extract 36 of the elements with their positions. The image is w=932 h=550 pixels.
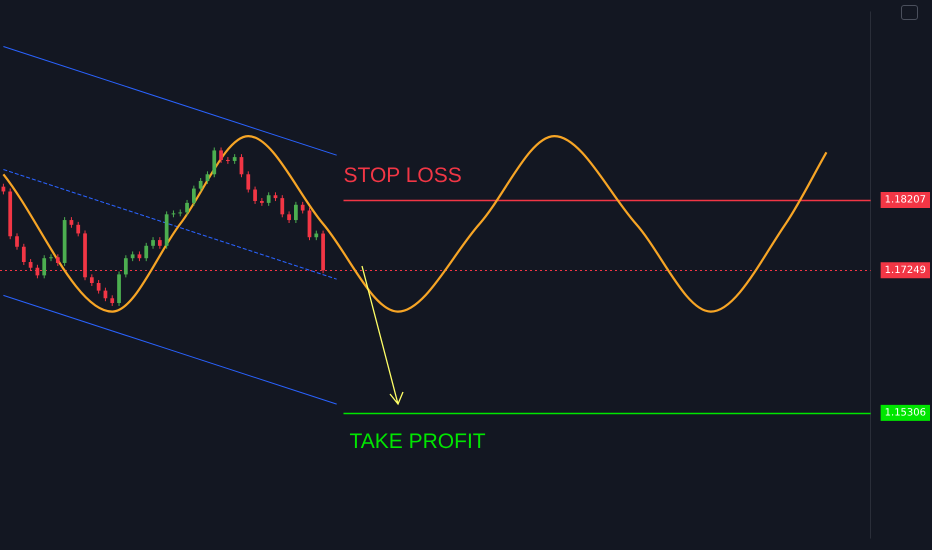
candlestick (266, 192, 271, 206)
candlestick (2, 183, 6, 195)
ref-line-label: STOP LOSS (344, 164, 462, 187)
candlestick (232, 154, 237, 164)
candlestick (144, 242, 148, 262)
candlestick (300, 201, 305, 214)
y-tick-label: 1.18207 (884, 194, 926, 206)
candlestick (15, 232, 19, 250)
ref-line-label: TAKE PROFIT (350, 430, 486, 453)
candlestick (22, 243, 26, 266)
candlestick (104, 287, 108, 302)
y-tick-label: 1.15306 (884, 407, 926, 418)
candlestick (206, 170, 210, 184)
candlestick (294, 201, 298, 224)
candlestick (76, 221, 80, 237)
y-tick-label: 1.17249 (884, 264, 926, 276)
candlestick (56, 254, 60, 266)
candlestick (124, 254, 128, 278)
candlestick (96, 280, 100, 294)
candlestick (219, 147, 223, 164)
candlestick (253, 186, 257, 204)
candlestick (246, 170, 250, 193)
candlestick (192, 185, 196, 206)
candlestick (212, 147, 216, 178)
candlestick (151, 236, 155, 250)
candlestick (240, 154, 244, 178)
candlestick (90, 274, 94, 286)
candlestick (158, 236, 162, 250)
candlestick (287, 210, 291, 224)
candlestick (138, 250, 142, 262)
candlestick (42, 254, 46, 279)
candlestick (185, 199, 189, 216)
candlestick (280, 194, 284, 218)
candlestick (70, 216, 74, 228)
candlestick (198, 178, 203, 192)
line-series (2, 135, 828, 313)
